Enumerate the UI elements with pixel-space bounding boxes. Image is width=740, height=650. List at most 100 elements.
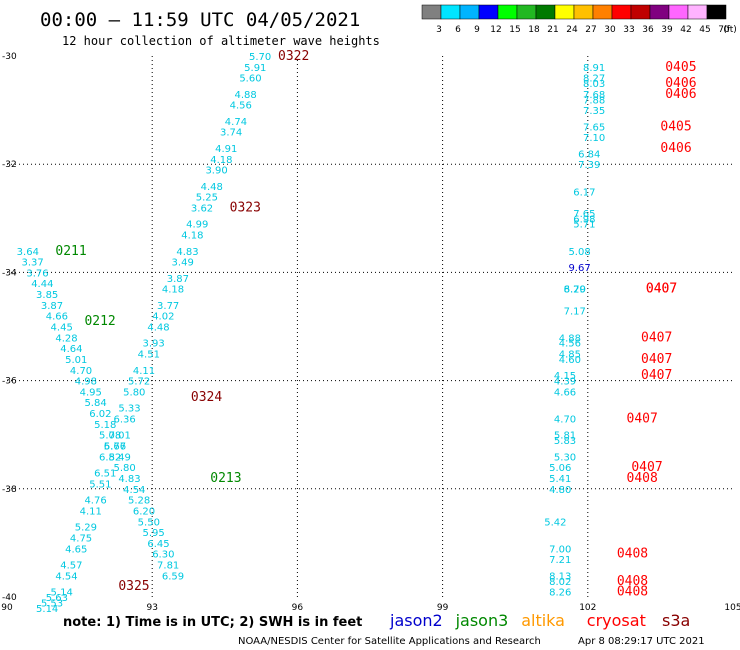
wave-height-label: 8.27 bbox=[583, 74, 605, 85]
wave-height-label: 3.74 bbox=[220, 128, 242, 139]
wave-height-label: 7.01 bbox=[109, 431, 131, 442]
pass-time-label: 0407 bbox=[641, 352, 672, 367]
y-tick-label: -30 bbox=[2, 52, 17, 62]
wave-height-label: 4.45 bbox=[51, 323, 73, 334]
colorbar-swatch bbox=[668, 4, 689, 20]
pass-time-label: 0322 bbox=[278, 49, 309, 64]
wave-height-label: 5.63 bbox=[46, 593, 68, 604]
pass-time-label: 0408 bbox=[617, 547, 648, 562]
pass-time-label: 0408 bbox=[617, 585, 648, 600]
wave-height-label: 4.56 bbox=[230, 101, 252, 112]
wave-height-label: 5.80 bbox=[123, 387, 145, 398]
pass-time-label: 0406 bbox=[665, 87, 696, 102]
x-tick-label: 105 bbox=[724, 603, 740, 613]
colorbar-swatch bbox=[421, 4, 442, 20]
colorbar-label: 27 bbox=[585, 25, 596, 35]
colorbar-swatch bbox=[516, 4, 537, 20]
wave-height-label: 7.39 bbox=[578, 160, 600, 171]
wave-height-label: 7.68 bbox=[583, 90, 605, 101]
satellite-name: s3a bbox=[662, 611, 690, 630]
colorbar-label: 24 bbox=[566, 25, 578, 35]
wave-height-label: 4.88 bbox=[559, 333, 581, 344]
wave-height-label: 4.70 bbox=[554, 414, 576, 425]
wave-height-label: 6.79 bbox=[564, 285, 586, 296]
colorbar-swatch bbox=[554, 4, 575, 20]
colorbar-swatch bbox=[592, 4, 613, 20]
wave-height-label: 4.64 bbox=[60, 344, 82, 355]
wave-height-label: 3.85 bbox=[36, 290, 58, 301]
colorbar-swatch bbox=[649, 4, 670, 20]
y-tick-label: -36 bbox=[2, 377, 17, 387]
wave-height-label: 8.20 bbox=[564, 285, 586, 296]
colorbar-label: 12 bbox=[490, 25, 501, 35]
satellite-name: jason3 bbox=[455, 611, 509, 630]
colorbar-swatch bbox=[497, 4, 518, 20]
pass-time-label: 0405 bbox=[665, 60, 696, 75]
wave-height-label: 5.72 bbox=[128, 377, 150, 388]
wave-height-label: 6.51 bbox=[94, 469, 116, 480]
wave-height-label: 3.37 bbox=[22, 258, 44, 269]
wave-height-label: 6.17 bbox=[573, 187, 595, 198]
colorbar-label: 33 bbox=[623, 25, 634, 35]
footer-timestamp: Apr 8 08:29:17 UTC 2021 bbox=[578, 636, 705, 647]
satellite-name: cryosat bbox=[587, 611, 646, 630]
y-tick-label: -38 bbox=[2, 485, 17, 495]
x-tick-label: 93 bbox=[146, 603, 157, 613]
wave-height-label: 3.49 bbox=[172, 258, 194, 269]
pass-time-label: 0407 bbox=[641, 368, 672, 383]
footer-note: note: 1) Time is in UTC; 2) SWH is in fe… bbox=[63, 615, 362, 630]
x-tick-label: 90 bbox=[1, 603, 13, 613]
wave-height-label: 5.14 bbox=[36, 604, 58, 615]
wave-height-label: 6.82 bbox=[99, 452, 121, 463]
wave-height-label: 4.54 bbox=[123, 485, 145, 496]
wave-height-label: 4.88 bbox=[234, 90, 256, 101]
pass-time-label: 0407 bbox=[646, 282, 677, 297]
footer-credit: NOAA/NESDIS Center for Satellite Applica… bbox=[238, 636, 541, 647]
wave-height-label: 5.28 bbox=[128, 496, 150, 507]
wave-height-label: 5.71 bbox=[573, 220, 595, 231]
pass-time-label: 0211 bbox=[55, 244, 86, 259]
wave-height-label: 6.02 bbox=[89, 409, 111, 420]
colorbar-swatch bbox=[573, 4, 594, 20]
wave-height-label: 8.02 bbox=[549, 577, 571, 588]
wave-height-label: 7.88 bbox=[583, 95, 605, 106]
wave-height-label: 7.65 bbox=[573, 209, 595, 220]
colorbar-label: 3 bbox=[436, 25, 442, 35]
pass-time-label: 0407 bbox=[627, 411, 658, 426]
pass-time-label: 0325 bbox=[118, 579, 149, 594]
wave-height-label: 4.60 bbox=[559, 355, 581, 366]
satellite-name: altika bbox=[521, 611, 565, 630]
wave-height-label: 4.95 bbox=[80, 387, 102, 398]
wave-height-label: 5.08 bbox=[99, 431, 121, 442]
wave-height-label: 8.91 bbox=[583, 63, 605, 74]
wave-height-label: 5.33 bbox=[118, 404, 140, 415]
wave-height-label: 5.95 bbox=[143, 528, 165, 539]
wave-height-label: 6.67 bbox=[104, 442, 126, 453]
wave-height-label: 5.42 bbox=[544, 517, 566, 528]
chart-subtitle: 12 hour collection of altimeter wave hei… bbox=[62, 34, 380, 48]
wave-height-label: 4.57 bbox=[60, 561, 82, 572]
wave-height-label: 5.76 bbox=[104, 442, 126, 453]
colorbar-label: 45 bbox=[699, 25, 710, 35]
wave-height-label: 8.13 bbox=[549, 571, 571, 582]
pass-time-label: 0407 bbox=[646, 282, 677, 297]
wave-height-label: 5.60 bbox=[239, 74, 261, 85]
wave-height-label: 5.30 bbox=[554, 452, 576, 463]
wave-height-label: 8.03 bbox=[583, 79, 605, 90]
wave-height-label: 3.62 bbox=[191, 203, 213, 214]
wave-height-label: 4.18 bbox=[181, 231, 203, 242]
wave-height-label: 6.45 bbox=[147, 539, 169, 550]
colorbar-label: 21 bbox=[547, 25, 558, 35]
y-tick-label: -34 bbox=[2, 268, 17, 278]
pass-labels: 0322032303240325021102120213040504060406… bbox=[55, 49, 696, 600]
wave-height-label: 5.84 bbox=[84, 398, 106, 409]
wave-height-label: 6.30 bbox=[152, 550, 174, 561]
wave-height-label: 5.06 bbox=[549, 463, 571, 474]
pass-time-label: 0213 bbox=[210, 471, 241, 486]
wave-height-label: 5.18 bbox=[94, 420, 116, 431]
wave-height-label: 5.08 bbox=[568, 247, 590, 258]
satellite-legend: jason2 jason3 altika cryosat s3a bbox=[389, 611, 690, 630]
wave-height-label: 4.66 bbox=[554, 387, 576, 398]
colorbar-swatch bbox=[630, 4, 651, 20]
wave-height-label: 4.18 bbox=[210, 155, 232, 166]
